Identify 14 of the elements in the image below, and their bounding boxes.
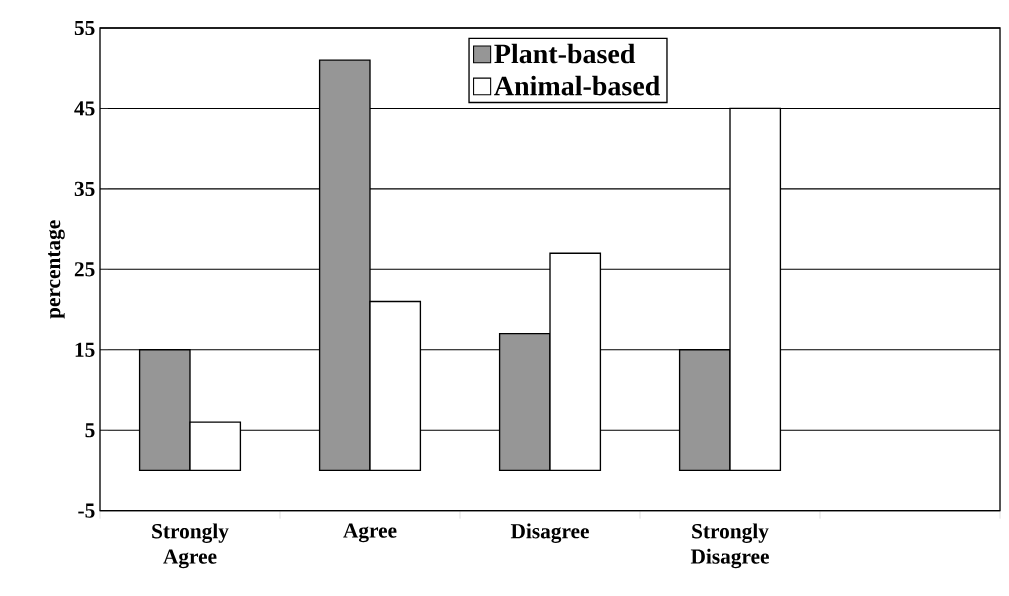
x-tick-label: Strongly Disagree <box>690 523 769 569</box>
y-tick-label: 25 <box>74 262 95 277</box>
y-tick-label: 5 <box>85 423 95 438</box>
x-tick-label: Agree <box>343 523 397 543</box>
y-axis-title: percentage <box>48 220 65 319</box>
x-tick-label: Disagree <box>510 523 589 543</box>
y-tick-label: 35 <box>74 181 95 197</box>
y-tick-label: 55 <box>74 20 95 36</box>
x-tick-label: Strongly Agree <box>152 523 229 569</box>
y-tick-label: 15 <box>75 342 95 357</box>
legend-label: Animal-based <box>494 75 660 96</box>
y-tick-label: 45 <box>74 101 95 116</box>
y-tick-label: -5 <box>78 503 95 518</box>
legend-label: Plant-based <box>494 43 636 64</box>
